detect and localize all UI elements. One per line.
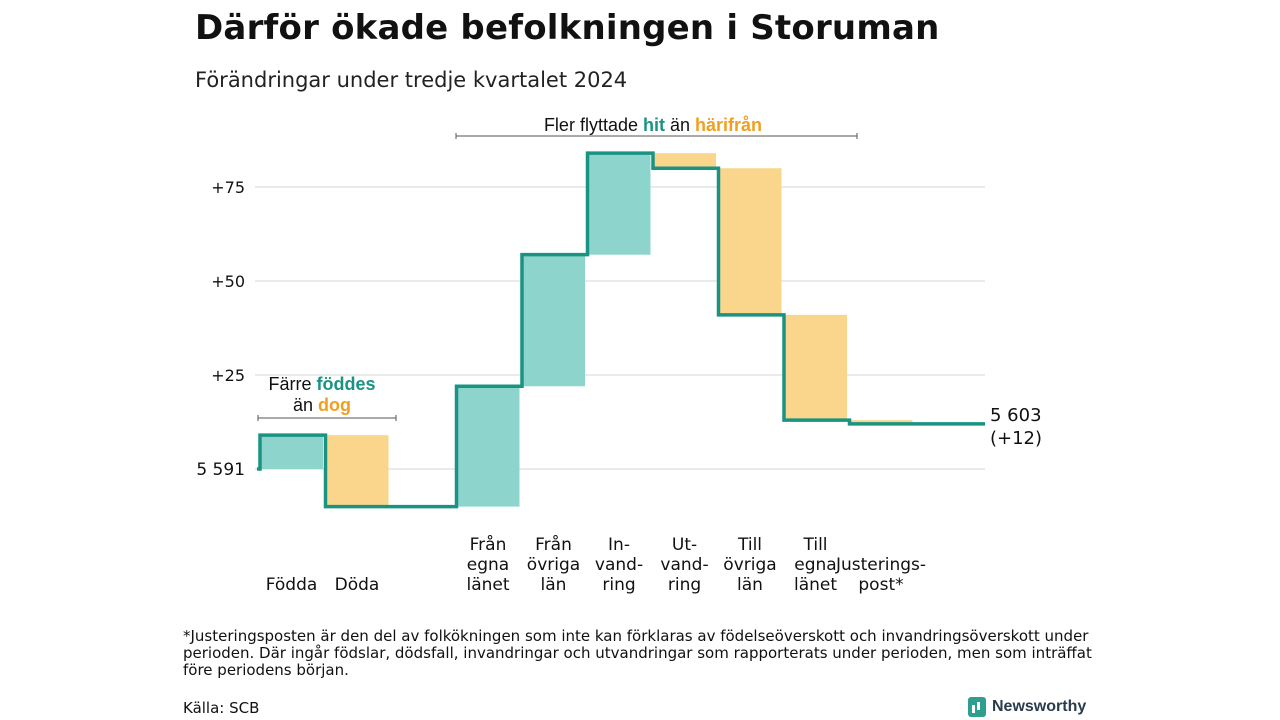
- start-value-label: 5 591: [196, 460, 245, 480]
- waterfall-bar: [325, 435, 389, 507]
- chart-title: Därför ökade befolkningen i Storuman: [195, 8, 940, 48]
- y-tick-label: +75: [211, 178, 245, 197]
- x-axis-label: Från: [470, 534, 507, 555]
- annotation-text: än: [293, 395, 318, 415]
- x-axis-label: egna: [794, 555, 836, 575]
- x-axis-label: egna: [467, 555, 509, 575]
- x-axis-label: In-: [608, 535, 630, 555]
- x-axis-label: ring: [602, 575, 635, 595]
- y-tick-label: +50: [211, 272, 245, 291]
- x-axis-label: vand-: [595, 555, 643, 575]
- logo-text: Newsworthy: [992, 698, 1087, 715]
- annotation-highlight-negative: härifrån: [695, 115, 762, 135]
- annotation-text: Färre: [268, 374, 316, 394]
- waterfall-bar: [849, 420, 913, 424]
- x-axis-label: Döda: [335, 575, 380, 595]
- x-axis-label: Födda: [266, 575, 318, 595]
- y-tick-label: +25: [211, 366, 245, 385]
- newsworthy-logo-icon: [968, 697, 986, 717]
- annotation-highlight-negative: dog: [318, 395, 351, 415]
- x-axis-label: övriga: [527, 555, 580, 575]
- waterfall-bar: [587, 153, 651, 255]
- x-axis-label: län: [737, 575, 763, 595]
- x-axis-label: Justerings-: [835, 555, 926, 575]
- x-axis-label: län: [541, 575, 567, 595]
- x-axis-label: Ut-: [672, 535, 697, 555]
- x-axis-label: post*: [858, 575, 903, 595]
- x-axis-label: Till: [737, 535, 762, 555]
- migration-annotation: Fler flyttade hit än härifrån: [544, 115, 762, 135]
- birth-annotation-line2: än dog: [293, 395, 351, 415]
- chart-subtitle: Förändringar under tredje kvartalet 2024: [195, 68, 628, 92]
- x-axis-label: ring: [668, 575, 701, 595]
- waterfall-bar: [260, 435, 323, 469]
- net-change-line: [257, 151, 985, 509]
- end-change-label: (+12): [990, 428, 1042, 449]
- footnote: *Justeringsposten är den del av folkökni…: [183, 627, 1092, 679]
- waterfall-bar: [784, 314, 847, 421]
- x-axis-label: övriga: [723, 555, 776, 575]
- x-axis-label: länet: [794, 575, 837, 595]
- waterfall-bar: [653, 153, 716, 169]
- annotation-highlight-positive: hit: [643, 115, 665, 135]
- waterfall-bar: [718, 168, 782, 315]
- annotation-text: Fler flyttade: [544, 115, 643, 135]
- annotation-highlight-positive: föddes: [317, 374, 376, 394]
- source-note: Källa: SCB: [183, 699, 260, 717]
- x-axis-label: Från: [535, 534, 572, 555]
- annotation-text: än: [665, 115, 695, 135]
- x-axis-label: vand-: [660, 555, 708, 575]
- newsworthy-logo: Newsworthy: [968, 697, 1086, 717]
- waterfall-bar: [522, 254, 585, 387]
- end-value-label: 5 603: [990, 405, 1042, 426]
- x-axis-label: länet: [466, 575, 509, 595]
- x-axis-label: Till: [802, 535, 827, 555]
- birth-annotation-line1: Färre föddes: [268, 374, 375, 394]
- waterfall-bar: [456, 386, 520, 507]
